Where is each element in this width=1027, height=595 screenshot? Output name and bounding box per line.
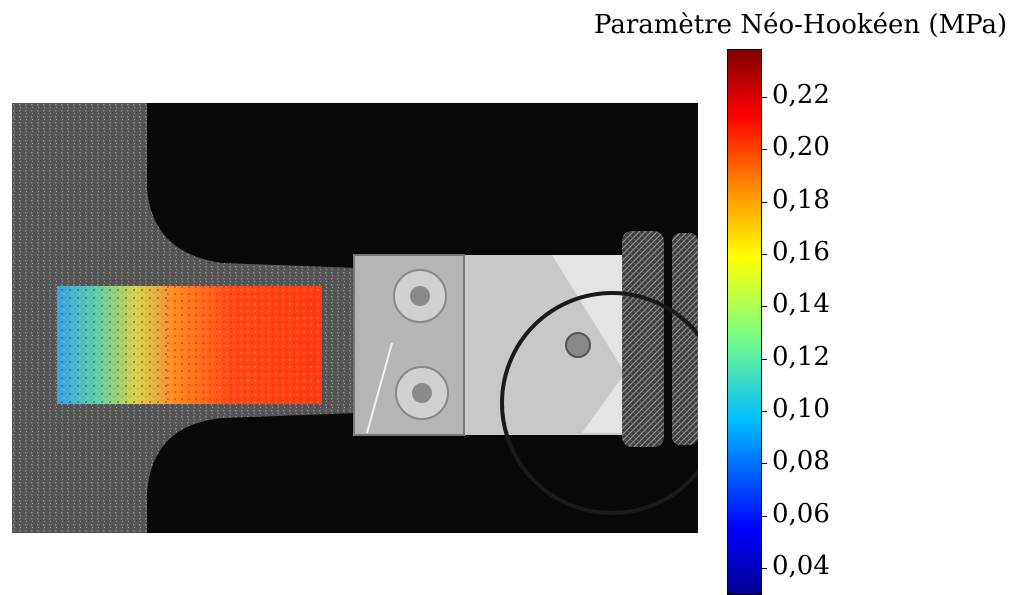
- colorbar-tick-mark: [761, 149, 767, 151]
- colorbar-tick-label: 0,18: [772, 184, 830, 215]
- colorbar-title: Paramètre Néo-Hookéen (MPa): [594, 10, 1008, 40]
- colorbar-tick-mark: [761, 463, 767, 465]
- colorbar: [727, 49, 762, 595]
- colorbar-tick-label: 0,12: [772, 341, 830, 372]
- colorbar-tick-label: 0,06: [772, 498, 830, 529]
- colorbar-tick-label: 0,14: [772, 289, 830, 320]
- colorbar-tick-mark: [761, 410, 767, 412]
- colorbar-tick-mark: [761, 97, 767, 99]
- colorbar-tick-label: 0,04: [772, 550, 830, 581]
- colorbar-tick-mark: [761, 358, 767, 360]
- colorbar-tick-mark: [761, 306, 767, 308]
- colorbar-tick-mark: [761, 567, 767, 569]
- colorbar-tick-label: 0,08: [772, 446, 830, 477]
- colorbar-tick-mark: [761, 515, 767, 517]
- colorbar-tick-label: 0,20: [772, 132, 830, 163]
- colorbar-tick-mark: [761, 254, 767, 255]
- colorbar-tick-label: 0,16: [772, 237, 830, 267]
- colorbar-tick-mark: [761, 201, 767, 203]
- colorbar-tick-label: 0,10: [772, 393, 830, 424]
- specimen-photo: [12, 103, 698, 533]
- colorbar-tick-label: 0,22: [772, 80, 830, 111]
